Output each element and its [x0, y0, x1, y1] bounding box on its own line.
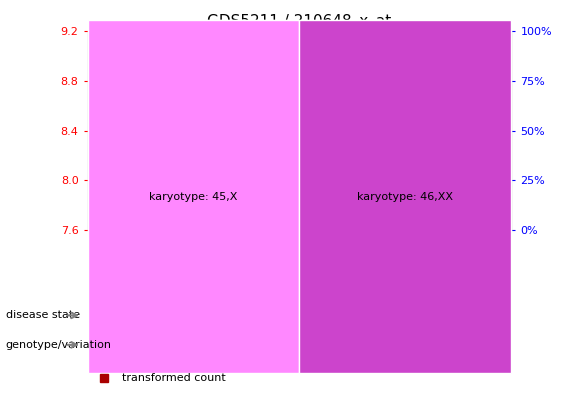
Text: disease state: disease state [6, 310, 80, 320]
Bar [299, 20, 511, 373]
Text: GSM1411022: GSM1411022 [147, 237, 155, 293]
Bar [445, 121, 450, 230]
Bar [471, 230, 509, 301]
Bar [88, 20, 299, 373]
Text: GSM1411021: GSM1411021 [105, 237, 113, 293]
Text: GSM1411024: GSM1411024 [232, 237, 240, 293]
Text: GSM1411030: GSM1411030 [486, 237, 494, 293]
Text: GSM1411025: GSM1411025 [274, 237, 282, 293]
Text: genotype/variation: genotype/variation [6, 340, 112, 350]
Bar [175, 230, 212, 301]
Text: karyotype: 46,XX: karyotype: 46,XX [358, 191, 453, 202]
Title: GDS5211 / 210648_x_at: GDS5211 / 210648_x_at [207, 14, 392, 30]
Bar [386, 230, 424, 301]
Bar [488, 142, 493, 230]
Bar [132, 230, 170, 301]
Bar [318, 82, 323, 230]
Bar [360, 221, 366, 230]
Bar [88, 20, 299, 373]
Bar [217, 230, 255, 301]
Text: normal euploid: normal euploid [363, 191, 447, 202]
Bar [403, 176, 408, 230]
Bar [233, 72, 238, 230]
Text: GSM1411027: GSM1411027 [359, 237, 367, 293]
Text: Turner syndrome: Turner syndrome [146, 191, 241, 202]
Text: GSM1411028: GSM1411028 [401, 237, 410, 293]
Bar [90, 230, 128, 301]
Bar [149, 90, 154, 230]
Text: GSM1411023: GSM1411023 [189, 237, 198, 293]
Bar [276, 136, 281, 230]
Bar [106, 145, 111, 230]
Bar [259, 230, 297, 301]
Bar [302, 230, 340, 301]
Text: transformed count: transformed count [122, 373, 226, 383]
Bar [344, 230, 382, 301]
Text: GSM1411026: GSM1411026 [316, 237, 325, 293]
Bar [429, 230, 467, 301]
Text: karyotype: 45,X: karyotype: 45,X [149, 191, 238, 202]
Bar [299, 20, 511, 373]
Bar [191, 214, 196, 230]
Text: GSM1411029: GSM1411029 [444, 237, 452, 293]
